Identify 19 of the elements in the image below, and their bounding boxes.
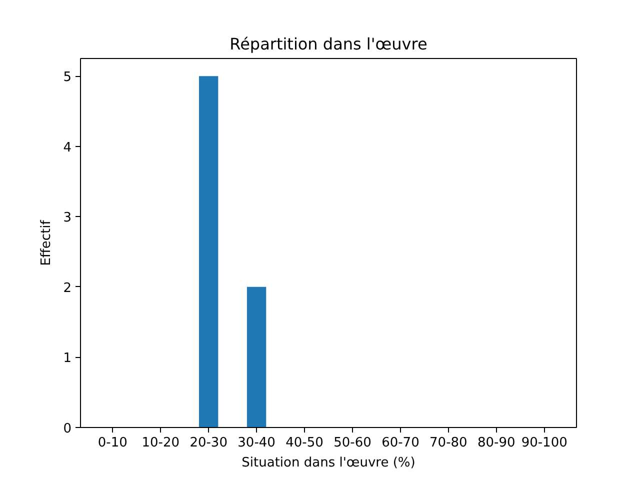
- y-tick-label: 1: [63, 351, 72, 366]
- y-tick-label: 5: [63, 70, 72, 86]
- y-tick-label: 3: [63, 210, 72, 226]
- chart-title: Répartition dans l'œuvre: [230, 34, 428, 54]
- x-tick-label: 90-100: [521, 436, 568, 450]
- y-axis-title: Effectif: [39, 220, 54, 266]
- x-tick-label: 80-90: [478, 436, 516, 450]
- y-tick-label: 4: [63, 140, 72, 156]
- x-tick-label: 20-30: [190, 436, 228, 450]
- x-tick-label: 10-20: [142, 436, 180, 450]
- x-tick-label: 60-70: [382, 436, 420, 450]
- x-tick-label: 50-60: [334, 436, 372, 450]
- x-tick-label: 40-50: [286, 436, 324, 450]
- x-tick-label: 0-10: [98, 436, 128, 450]
- x-tick-label: 70-80: [430, 436, 468, 450]
- x-axis-title: Situation dans l'œuvre (%): [242, 456, 416, 470]
- x-tick-label: 30-40: [238, 436, 276, 450]
- y-tick-label: 2: [63, 280, 72, 296]
- y-tick-label: 0: [63, 422, 72, 436]
